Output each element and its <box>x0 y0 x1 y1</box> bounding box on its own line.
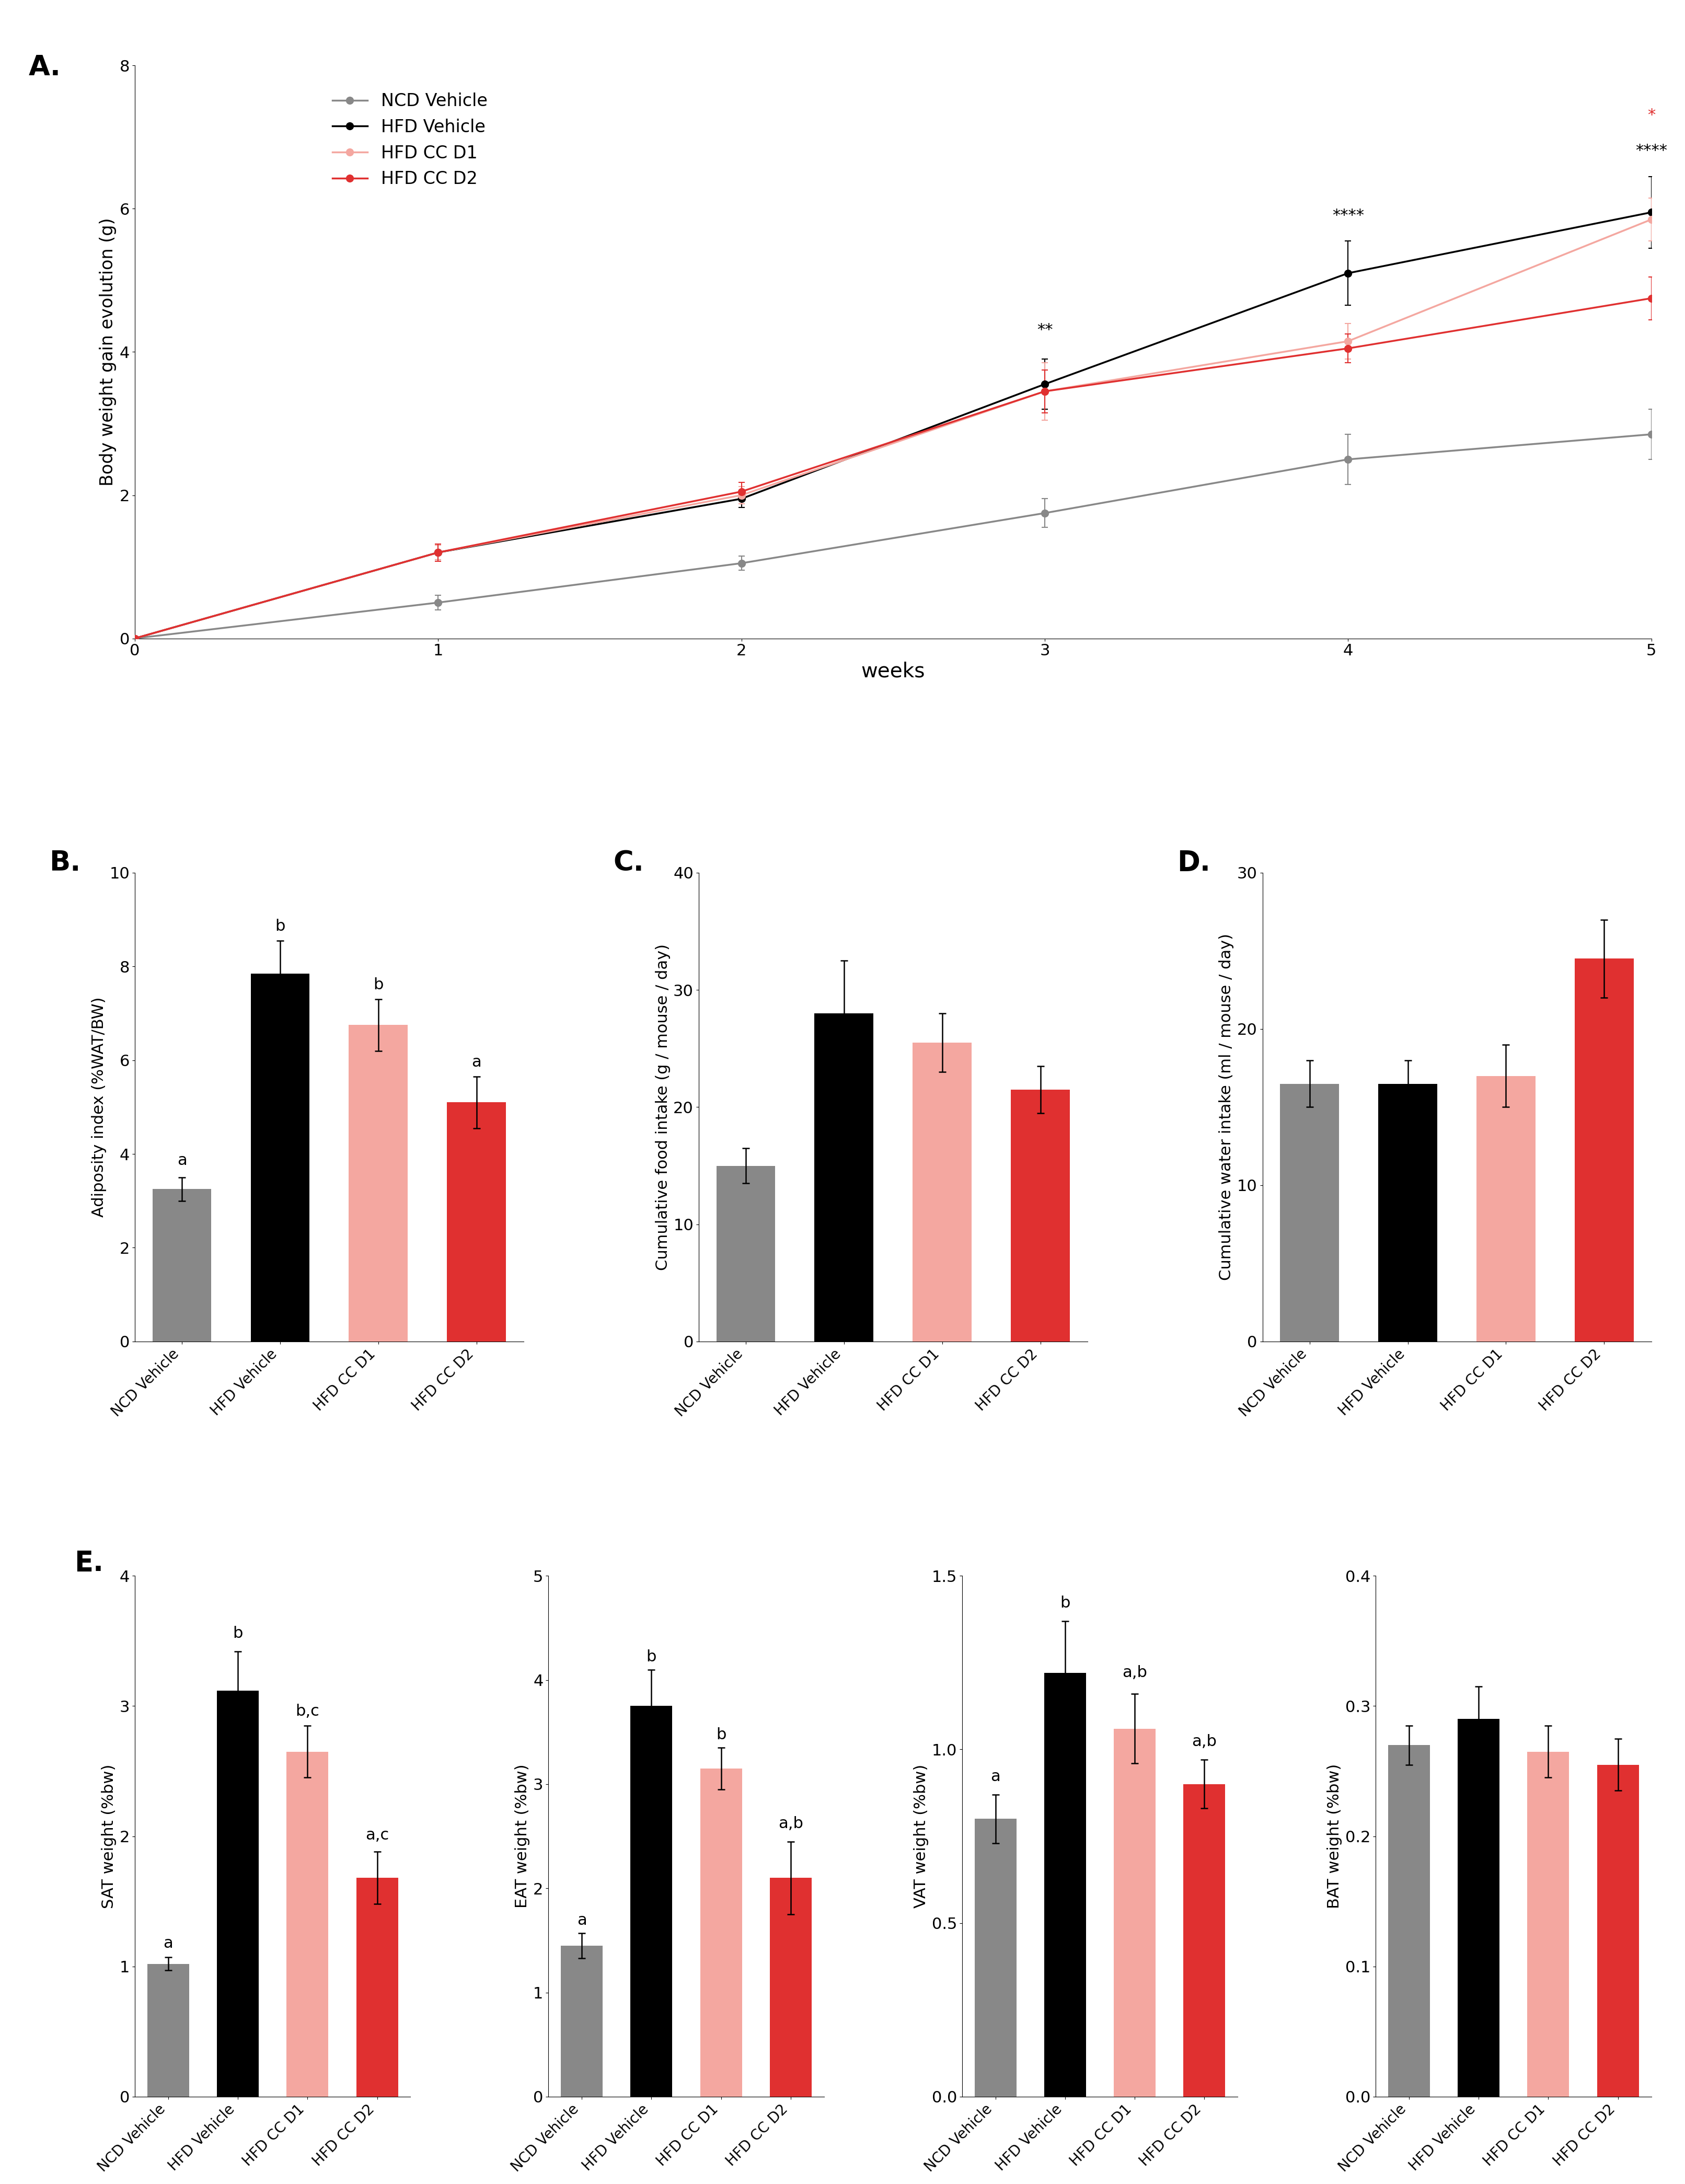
X-axis label: weeks: weeks <box>861 662 925 681</box>
Bar <box>251 974 310 1341</box>
Text: B.: B. <box>49 850 81 876</box>
Bar <box>1388 1745 1431 2097</box>
Text: a: a <box>991 1769 1001 1784</box>
Bar <box>1378 1083 1437 1341</box>
Bar <box>1114 1728 1156 2097</box>
Bar <box>770 1878 812 2097</box>
Text: a,b: a,b <box>1122 1664 1147 1679</box>
Text: a,b: a,b <box>778 1815 804 1830</box>
Bar <box>286 1752 329 2097</box>
Y-axis label: Cumulative food intake (g / mouse / day): Cumulative food intake (g / mouse / day) <box>655 943 671 1271</box>
Bar <box>1458 1719 1500 2097</box>
Y-axis label: VAT weight (%bw): VAT weight (%bw) <box>913 1765 928 1909</box>
Text: ****: **** <box>1636 144 1666 159</box>
Bar <box>701 1769 741 2097</box>
Text: a: a <box>576 1913 586 1928</box>
Bar <box>1045 1673 1085 2097</box>
Bar <box>217 1690 259 2097</box>
Text: a: a <box>472 1055 482 1070</box>
Text: b: b <box>716 1728 726 1743</box>
Text: *: * <box>1648 107 1655 122</box>
Text: a: a <box>163 1935 174 1950</box>
Y-axis label: Adiposity index (%WAT/BW): Adiposity index (%WAT/BW) <box>91 996 106 1216</box>
Bar <box>1281 1083 1340 1341</box>
Bar <box>1476 1077 1535 1341</box>
Bar <box>814 1013 873 1341</box>
Bar <box>1597 1765 1640 2097</box>
Bar <box>561 1946 603 2097</box>
Bar <box>447 1103 505 1341</box>
Text: b,c: b,c <box>295 1704 320 1719</box>
Legend: NCD Vehicle, HFD Vehicle, HFD CC D1, HFD CC D2: NCD Vehicle, HFD Vehicle, HFD CC D1, HFD… <box>325 85 495 194</box>
Text: E.: E. <box>74 1551 103 1577</box>
Text: **: ** <box>1036 323 1053 339</box>
Bar <box>1011 1090 1070 1341</box>
Bar <box>1575 959 1634 1341</box>
Bar <box>913 1042 972 1341</box>
Bar <box>630 1706 672 2097</box>
Text: a,c: a,c <box>366 1828 389 1843</box>
Bar <box>356 1878 398 2097</box>
Text: b: b <box>233 1625 243 1640</box>
Bar <box>1183 1784 1225 2097</box>
Text: b: b <box>374 976 384 992</box>
Bar <box>974 1819 1016 2097</box>
Y-axis label: Body weight gain evolution (g): Body weight gain evolution (g) <box>99 218 116 487</box>
Bar <box>349 1024 408 1341</box>
Text: ****: **** <box>1333 207 1363 223</box>
Text: a,b: a,b <box>1191 1734 1217 1749</box>
Y-axis label: EAT weight (%bw): EAT weight (%bw) <box>516 1765 531 1909</box>
Y-axis label: Cumulative water intake (ml / mouse / day): Cumulative water intake (ml / mouse / da… <box>1218 933 1233 1280</box>
Text: a: a <box>177 1153 187 1168</box>
Text: A.: A. <box>29 55 61 81</box>
Bar <box>147 1963 189 2097</box>
Text: b: b <box>1060 1594 1070 1610</box>
Bar <box>152 1188 211 1341</box>
Text: D.: D. <box>1176 850 1210 876</box>
Bar <box>1527 1752 1569 2097</box>
Text: C.: C. <box>613 850 644 876</box>
Y-axis label: BAT weight (%bw): BAT weight (%bw) <box>1328 1765 1343 1909</box>
Text: b: b <box>275 919 285 935</box>
Bar <box>716 1166 775 1341</box>
Text: b: b <box>647 1649 657 1664</box>
Y-axis label: SAT weight (%bw): SAT weight (%bw) <box>101 1765 116 1909</box>
